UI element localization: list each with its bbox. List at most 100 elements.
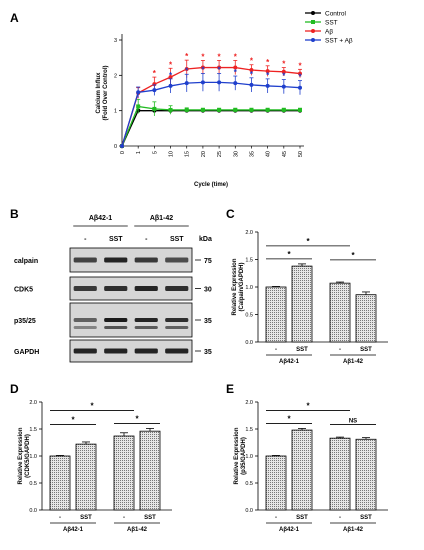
blot-band (104, 318, 128, 322)
group-label: Aβ1-42 (343, 527, 364, 533)
y-tick-label: 1.5 (245, 258, 253, 264)
y-tick-label: 0.0 (29, 508, 37, 514)
data-point (136, 90, 141, 95)
x-tick-label: 5 (152, 151, 158, 154)
blot-lane-label: SST (109, 236, 123, 243)
y-tick-label: 0.5 (245, 313, 253, 319)
y-tick-label: 1.0 (245, 454, 253, 460)
bar (355, 294, 377, 343)
x-tick-label: - (339, 347, 341, 353)
legend-marker (311, 20, 315, 24)
y-tick-label: 0.5 (29, 481, 37, 487)
bar (291, 265, 313, 343)
significance-star: * (169, 71, 173, 80)
series-line (121, 110, 300, 147)
y-axis-title-line: (p35/GAPDH) (241, 437, 247, 475)
data-point (200, 107, 205, 112)
significance-label: * (135, 414, 139, 423)
y-tick-label: 1.5 (29, 427, 37, 433)
significance-star: * (218, 52, 222, 61)
x-tick-label: - (339, 515, 341, 521)
x-tick-label: 1 (136, 151, 142, 154)
significance-label: * (287, 414, 291, 423)
bar (355, 438, 377, 511)
blot-band (104, 326, 128, 329)
x-tick-label: SST (360, 347, 372, 353)
blot-band (134, 348, 158, 354)
significance-star: * (266, 71, 270, 80)
data-point (298, 85, 302, 90)
legend-marker (311, 11, 315, 15)
significance-label: * (71, 415, 75, 424)
bar (329, 282, 351, 343)
data-point (120, 144, 124, 148)
y-tick-label: 1 (114, 109, 117, 115)
y-axis-title-line: (Fold Over Control) (103, 66, 109, 121)
y-tick-label: 2.0 (245, 400, 253, 406)
significance-star: * (298, 73, 302, 82)
data-point (281, 84, 286, 89)
y-axis-title-line: Calcium Influx (96, 72, 102, 114)
x-tick-label: - (275, 515, 277, 521)
series-1 (120, 98, 302, 148)
blot-lane-label: - (84, 236, 87, 243)
data-point (217, 65, 222, 70)
significance-star: * (234, 68, 238, 77)
significance-label: * (306, 401, 310, 410)
blot-band (104, 286, 128, 291)
series-line (121, 105, 300, 147)
y-axis-title-line: (Calpain/GAPDH) (239, 262, 245, 311)
x-axis-title: Cycle (time) (194, 182, 228, 188)
data-point (265, 83, 270, 88)
y-axis-title: Calcium Influx(Fold Over Control) (96, 66, 109, 121)
blot-band (104, 257, 128, 263)
x-tick-label: 10 (169, 151, 175, 157)
significance-label: * (287, 250, 291, 259)
blot-band (134, 286, 158, 291)
blot-band (165, 257, 189, 263)
blot-strip (69, 339, 193, 363)
blot-row-label: p35/25 (14, 318, 36, 325)
legend-label: SST + Aβ (325, 37, 353, 44)
data-point (152, 88, 157, 93)
significance-star: * (185, 66, 189, 75)
y-tick-label: 1.5 (245, 427, 253, 433)
y-tick-label: 1.0 (245, 285, 253, 291)
group-label: Aβ1-42 (343, 359, 364, 365)
x-tick-label: 20 (201, 151, 207, 157)
x-tick-label: SST (144, 515, 156, 521)
legend: Control SST Aβ SST + Aβ (305, 10, 353, 44)
significance-label: * (90, 401, 94, 410)
x-tick-label: 45 (282, 151, 288, 157)
significance-star: * (282, 72, 286, 81)
significance-star: * (282, 60, 286, 69)
x-tick-label: 30 (233, 151, 239, 157)
data-point (184, 81, 189, 86)
y-tick-label: 0.5 (245, 481, 253, 487)
blot-band (73, 326, 97, 329)
bar (139, 430, 161, 511)
group-label: Aβ42-1 (279, 359, 300, 365)
y-tick-label: 0.0 (245, 508, 253, 514)
significance-star: * (250, 57, 254, 66)
y-tick-label: 3 (114, 38, 117, 44)
bar (113, 435, 135, 511)
series-2 (120, 59, 302, 148)
significance-label: NS (349, 418, 357, 424)
y-axis-title: Relative Expression(Calpain/GAPDH) (232, 258, 245, 315)
y-tick-label: 1.0 (29, 454, 37, 460)
blot-band (165, 326, 189, 329)
x-tick-label: - (59, 515, 61, 521)
data-point (249, 82, 254, 87)
significance-star: * (169, 60, 173, 69)
data-point (249, 107, 254, 112)
data-point (136, 104, 141, 109)
x-tick-label: 25 (217, 151, 223, 157)
kda-value: 30 (204, 287, 212, 294)
blot-band (134, 257, 158, 263)
bar (265, 455, 287, 511)
data-point (217, 80, 222, 85)
blot-strip (69, 276, 193, 301)
group-label: Aβ42-1 (279, 527, 300, 533)
